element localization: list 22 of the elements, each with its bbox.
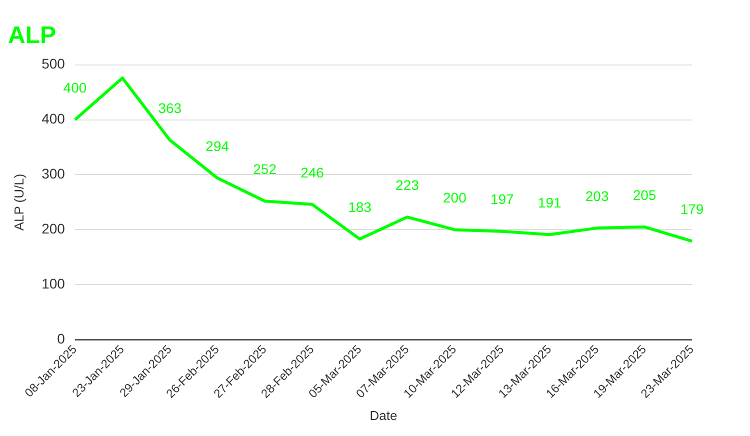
y-tick-label: 100 [42, 276, 66, 292]
x-axis-title: Date [370, 408, 398, 423]
data-label: 363 [158, 100, 182, 116]
y-tick-label: 200 [42, 220, 66, 237]
data-label: 183 [348, 198, 372, 215]
data-label: 400 [63, 80, 87, 96]
data-label: 179 [680, 201, 704, 218]
chart-title: ALP [8, 22, 56, 50]
data-label: 205 [632, 186, 656, 203]
y-tick-label: 0 [57, 330, 66, 346]
data-label: 191 [538, 194, 562, 211]
data-label: 294 [206, 138, 230, 154]
data-label: 223 [396, 176, 420, 193]
y-tick-label: 300 [42, 166, 66, 182]
data-label: 252 [253, 160, 277, 177]
data-label: 200 [442, 190, 467, 206]
data-label: 246 [300, 164, 324, 180]
y-tick-label: 400 [42, 110, 66, 127]
data-label: 203 [585, 188, 609, 204]
y-tick-label: 500 [42, 56, 66, 72]
data-label: 197 [490, 191, 514, 208]
y-axis-title: ALP (U/L) [11, 174, 26, 231]
